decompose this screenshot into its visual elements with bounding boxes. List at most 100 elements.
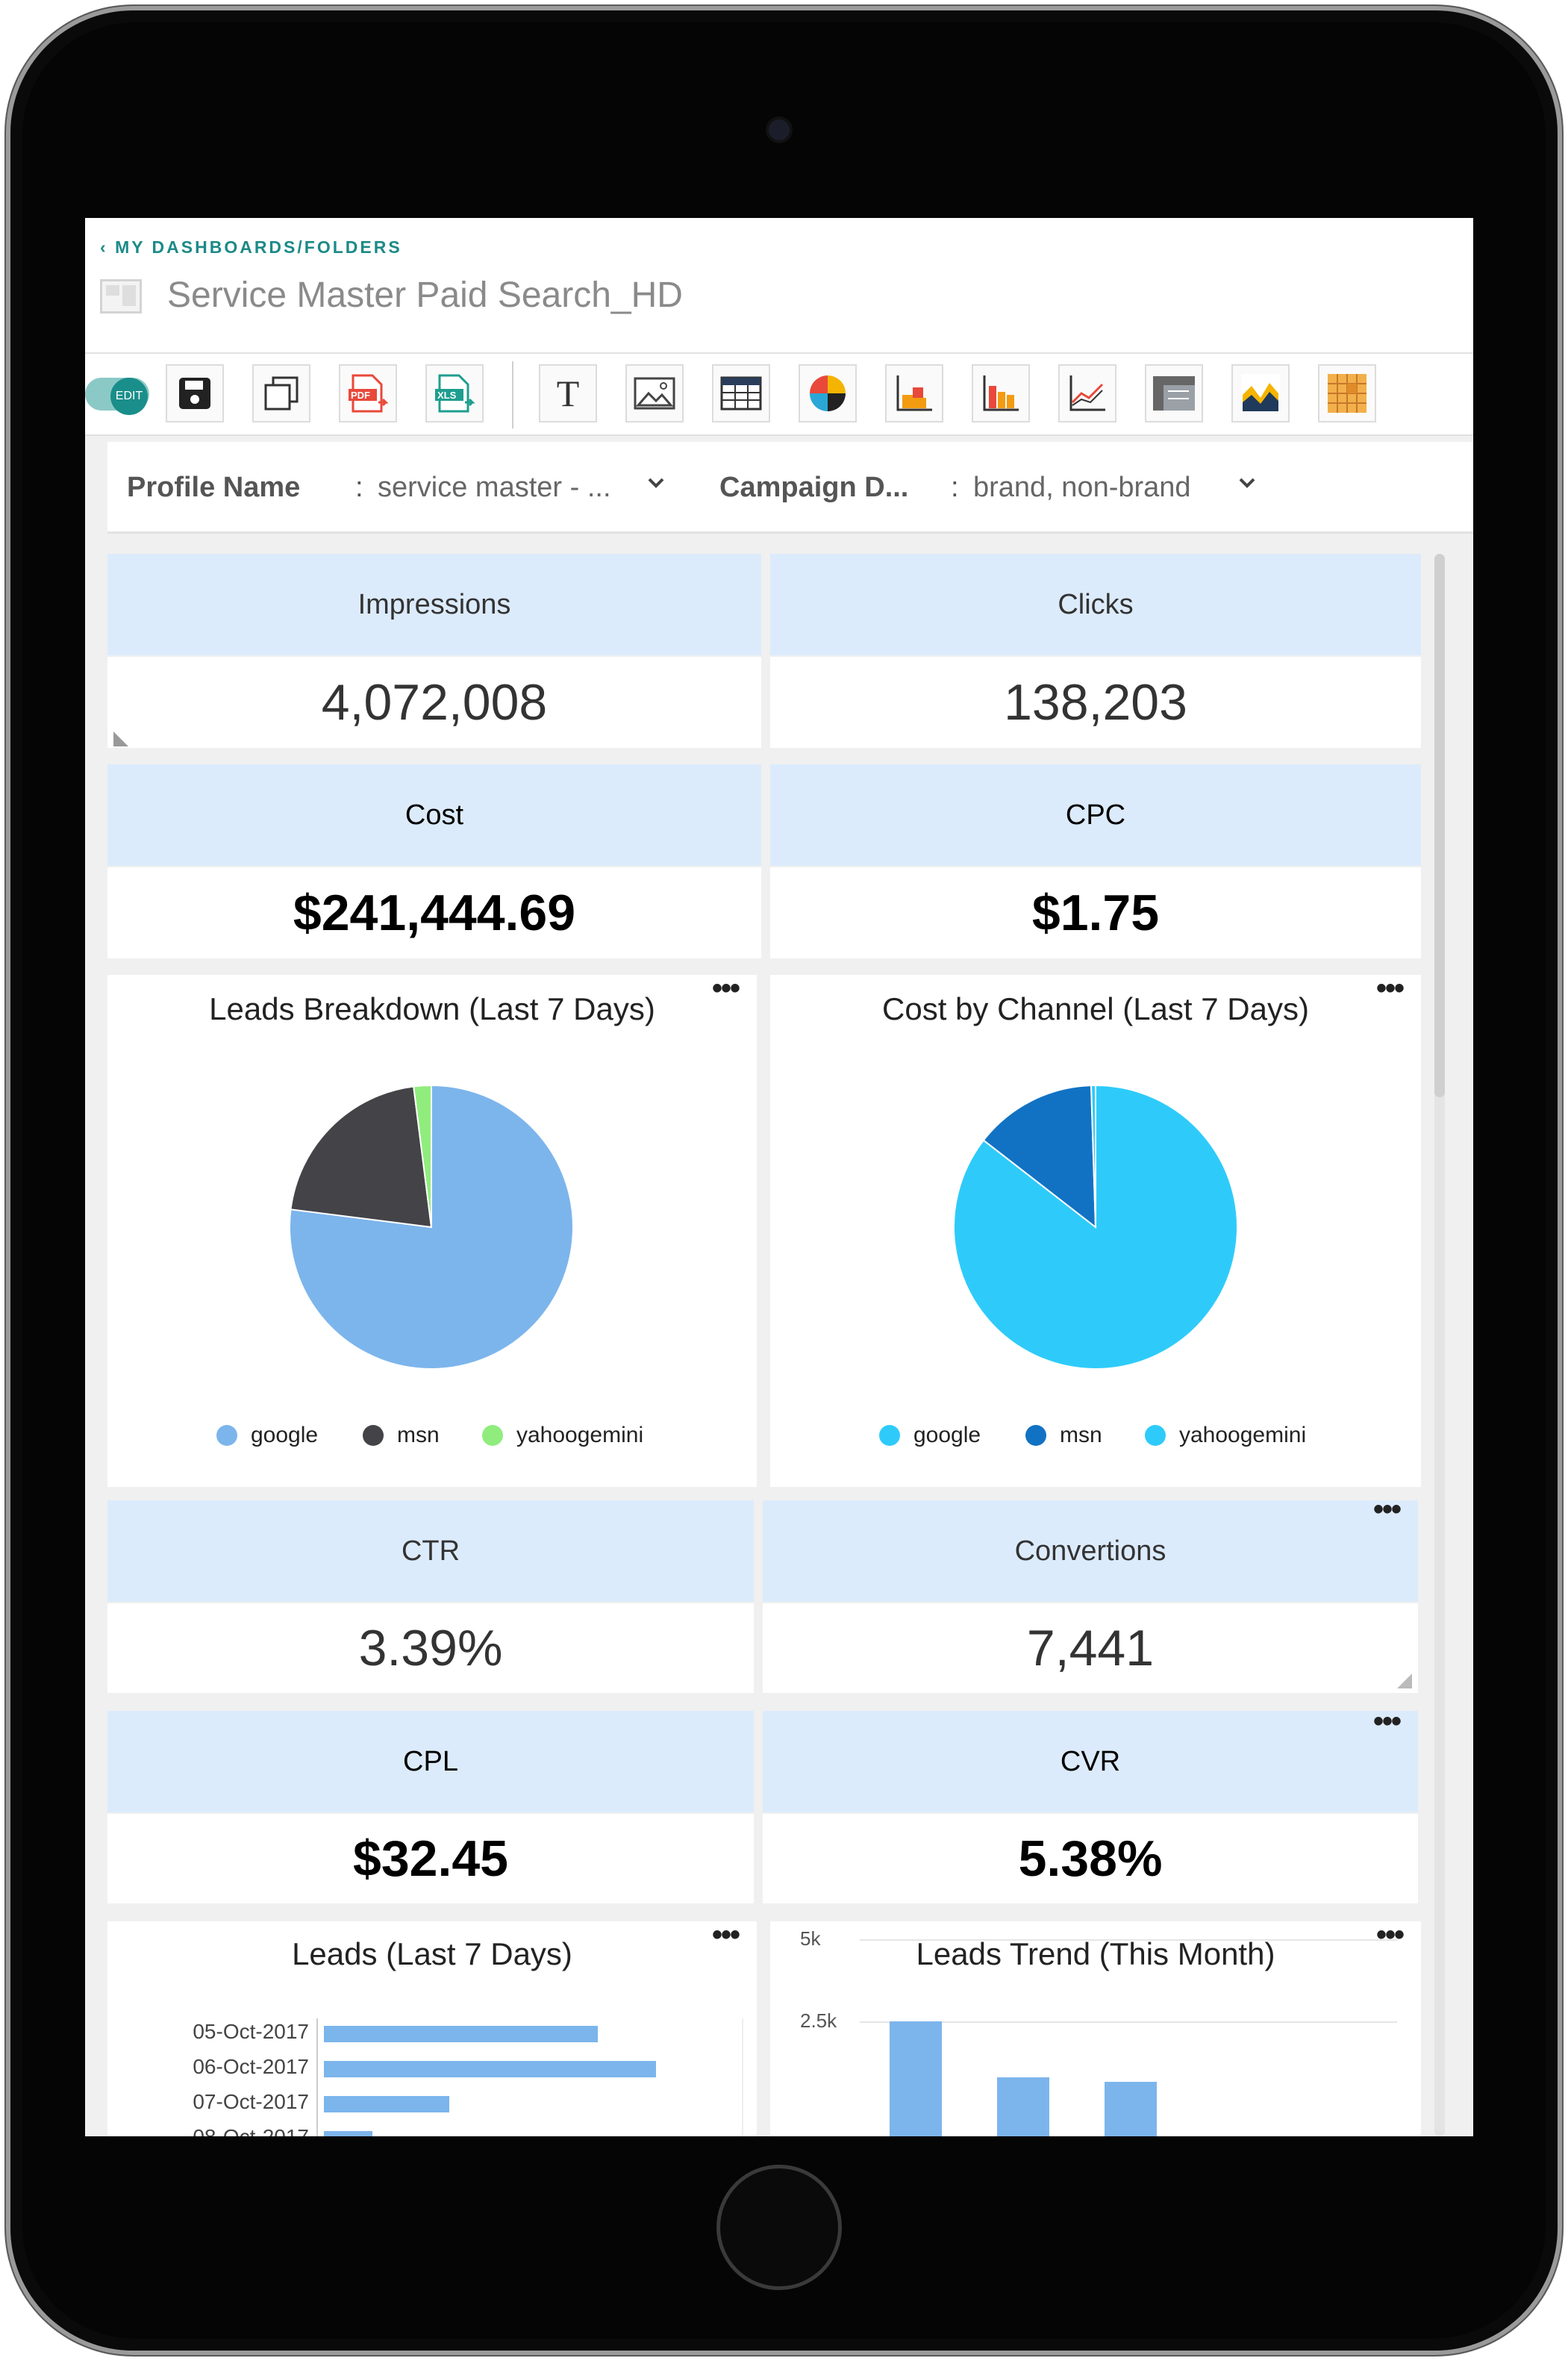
add-bar-chart-button[interactable] <box>972 364 1030 422</box>
add-area-chart-button[interactable] <box>1231 364 1290 422</box>
filter-value-profile[interactable]: service master - ... <box>378 472 611 504</box>
kpi-value: 4,072,008 <box>322 673 548 732</box>
add-text-button[interactable]: T <box>539 364 597 422</box>
save-button[interactable] <box>166 364 224 422</box>
bar-label: 08-Oct-2017 <box>167 2125 309 2136</box>
bar[interactable] <box>324 2131 372 2136</box>
area-chart-icon <box>1240 372 1281 414</box>
xls-export-button[interactable]: XLS <box>425 364 484 422</box>
more-options-icon[interactable]: ••• <box>1376 981 1403 996</box>
kpi-label: Convertions <box>1015 1535 1166 1568</box>
kpi-label: Impressions <box>358 589 511 621</box>
xls-export-icon: XLS <box>434 372 475 414</box>
kpi-label: CVR <box>1061 1746 1120 1778</box>
more-options-icon[interactable]: ••• <box>712 981 739 996</box>
more-options-icon[interactable]: ••• <box>1373 1502 1400 1517</box>
heatmap-icon <box>1326 372 1368 414</box>
edit-toggle[interactable]: EDIT <box>85 378 149 411</box>
chevron-left-icon: ‹ <box>100 237 108 257</box>
bar-label: 07-Oct-2017 <box>167 2090 309 2114</box>
page-title: Service Master Paid Search_HD <box>167 275 683 316</box>
bar[interactable] <box>324 2061 656 2077</box>
kpi-label: Cost <box>405 799 463 832</box>
add-table-button[interactable] <box>712 364 770 422</box>
legend-item-google[interactable]: google <box>216 1423 318 1448</box>
legend-item-yahoogemini[interactable]: yahoogemini <box>1145 1423 1306 1448</box>
filter-colon: : <box>355 472 363 504</box>
pie-slice-msn[interactable] <box>290 1086 431 1227</box>
grid-line <box>860 1939 1397 1941</box>
bar[interactable] <box>324 2026 598 2042</box>
resize-handle-icon[interactable] <box>112 730 130 748</box>
add-pie-chart-button[interactable] <box>799 364 857 422</box>
bar-axis <box>316 2018 318 2136</box>
filter-colon: : <box>951 472 959 504</box>
kpi-impressions-header: Impressions <box>107 554 761 655</box>
leads-breakdown-card: Leads Breakdown (Last 7 Days) ••• google… <box>107 975 757 1487</box>
chart-title: Leads (Last 7 Days) <box>107 1936 757 1972</box>
dashboard-screen: ‹ MY DASHBOARDS/FOLDERS Service Master P… <box>85 218 1473 2136</box>
filter-value-campaign[interactable]: brand, non-brand <box>973 472 1191 504</box>
legend-dot <box>1025 1425 1046 1446</box>
kpi-value: $241,444.69 <box>293 884 575 942</box>
kpi-cpl-value: $32.45 <box>107 1814 754 1903</box>
add-stacked-bar-button[interactable] <box>885 364 943 422</box>
legend-label: google <box>251 1423 318 1448</box>
more-options-icon[interactable]: ••• <box>712 1927 739 1942</box>
leads-last-7-days-card: Leads (Last 7 Days) ••• 05-Oct-2017 06-Oc… <box>107 1921 757 2136</box>
home-button[interactable] <box>716 2165 842 2290</box>
kpi-impressions-value: 4,072,008 <box>107 657 761 748</box>
add-pivot-button[interactable] <box>1145 364 1203 422</box>
kpi-value: 5.38% <box>1019 1830 1163 1888</box>
kpi-cpl-header: CPL <box>107 1711 754 1812</box>
toolbar: EDIT PDF XLS T <box>85 354 1473 436</box>
leads-trend-card: Leads Trend (This Month) ••• 5k 2.5k <box>770 1921 1421 2136</box>
y-tick-label: 2.5k <box>800 2009 837 2033</box>
bar[interactable] <box>1105 2082 1157 2136</box>
kpi-ctr-header: CTR <box>107 1500 754 1602</box>
bar[interactable] <box>997 2077 1049 2136</box>
legend-label: msn <box>397 1423 440 1448</box>
add-image-button[interactable] <box>625 364 684 422</box>
leads-pie-chart <box>284 1079 579 1375</box>
bar[interactable] <box>890 2021 942 2136</box>
kpi-value: 138,203 <box>1004 673 1187 732</box>
line-chart-icon <box>1066 372 1108 414</box>
resize-handle-icon[interactable] <box>1396 1672 1414 1690</box>
toolbar-divider <box>512 361 513 428</box>
legend-dot <box>1145 1425 1166 1446</box>
image-icon <box>634 377 675 410</box>
pdf-export-button[interactable]: PDF <box>339 364 397 422</box>
cost-pie-chart <box>948 1079 1243 1375</box>
kpi-value: $1.75 <box>1032 884 1159 942</box>
scrollbar-thumb[interactable] <box>1434 554 1445 1097</box>
bar[interactable] <box>324 2096 449 2112</box>
y-tick-label: 5k <box>800 1927 820 1950</box>
kpi-value: 3.39% <box>359 1619 503 1677</box>
add-heatmap-button[interactable] <box>1318 364 1376 422</box>
chart-title: Leads Trend (This Month) <box>770 1936 1421 1972</box>
kpi-value: 7,441 <box>1027 1619 1154 1677</box>
legend-item-msn[interactable]: msn <box>1025 1423 1102 1448</box>
kpi-cvr-header: CVR <box>763 1711 1418 1812</box>
table-icon <box>720 376 762 411</box>
legend-item-google[interactable]: google <box>879 1423 981 1448</box>
breadcrumb[interactable]: ‹ MY DASHBOARDS/FOLDERS <box>100 237 402 258</box>
chevron-down-icon[interactable] <box>645 472 667 494</box>
add-line-chart-button[interactable] <box>1058 364 1116 422</box>
front-camera <box>769 119 790 140</box>
kpi-ctr-value: 3.39% <box>107 1603 754 1693</box>
kpi-cpc-value: $1.75 <box>770 867 1421 958</box>
legend-label: msn <box>1060 1423 1102 1448</box>
breadcrumb-label: MY DASHBOARDS/FOLDERS <box>115 237 402 257</box>
kpi-cost-header: Cost <box>107 764 761 866</box>
duplicate-button[interactable] <box>252 364 310 422</box>
kpi-label: CPC <box>1066 799 1125 832</box>
kpi-conversions-header: Convertions <box>763 1500 1418 1602</box>
filter-bar: Profile Name : service master - ... Camp… <box>107 442 1473 534</box>
kpi-label: Clicks <box>1058 589 1133 621</box>
legend-item-yahoogemini[interactable]: yahoogemini <box>482 1423 643 1448</box>
legend-item-msn[interactable]: msn <box>363 1423 440 1448</box>
more-options-icon[interactable]: ••• <box>1373 1714 1400 1729</box>
chevron-down-icon[interactable] <box>1236 472 1258 494</box>
